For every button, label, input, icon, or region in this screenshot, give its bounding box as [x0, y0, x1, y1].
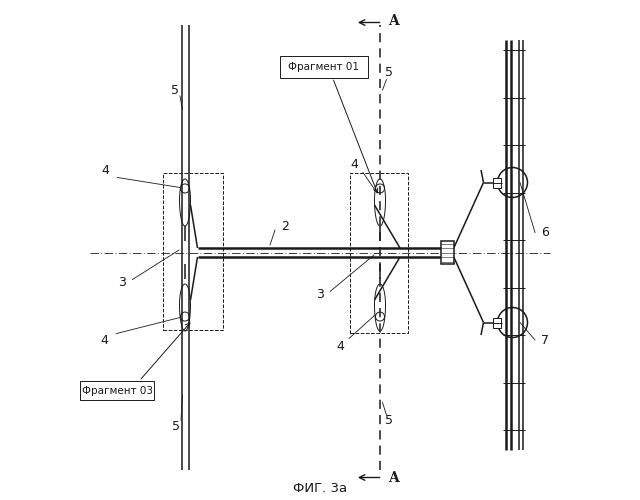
Bar — [350, 172, 408, 332]
Text: 4: 4 — [101, 164, 109, 176]
Text: A: A — [388, 472, 399, 486]
Text: 3: 3 — [118, 276, 127, 288]
Text: 4: 4 — [350, 158, 358, 172]
Bar — [441, 242, 454, 264]
Text: 5: 5 — [171, 84, 179, 96]
Text: 2: 2 — [281, 220, 289, 232]
Bar — [80, 381, 154, 400]
Text: 4: 4 — [100, 334, 108, 347]
Bar — [280, 56, 367, 78]
Text: 6: 6 — [541, 226, 549, 239]
Text: 5: 5 — [385, 66, 393, 78]
Text: Фрагмент 03: Фрагмент 03 — [81, 386, 152, 396]
Text: 5: 5 — [385, 414, 393, 428]
Text: A: A — [388, 14, 399, 28]
Bar — [163, 172, 223, 330]
Text: 5: 5 — [172, 420, 180, 432]
Text: Фрагмент 01: Фрагмент 01 — [288, 62, 359, 72]
Text: ФИГ. 3а: ФИГ. 3а — [293, 482, 347, 496]
Bar — [493, 178, 500, 188]
Text: 4: 4 — [336, 340, 344, 352]
Bar — [493, 318, 500, 328]
Text: 3: 3 — [316, 288, 324, 300]
Text: 7: 7 — [541, 334, 549, 346]
